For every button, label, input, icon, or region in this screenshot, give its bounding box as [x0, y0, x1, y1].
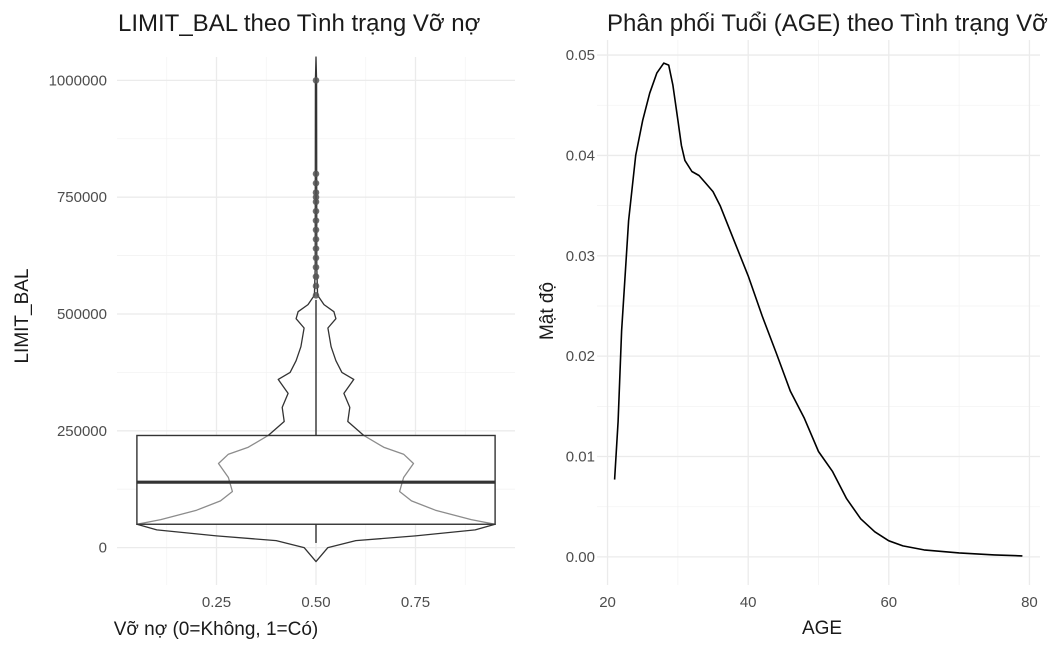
outlier-point — [312, 189, 320, 196]
density-line-marks — [613, 62, 1023, 557]
outlier-point — [312, 193, 320, 201]
violin-box-marks — [136, 56, 496, 563]
y-tick-label: 750000 — [57, 189, 107, 206]
y-tick-labels-left: 0 250000 500000 750000 1000000 — [49, 72, 107, 556]
outlier-point — [312, 170, 320, 178]
outlier-point — [312, 179, 320, 187]
outlier-point — [312, 207, 320, 215]
y-axis-title-right: Mật độ — [537, 282, 558, 340]
panel-age-density: Phân phối Tuổi (AGE) theo Tình trạng Vỡ … — [537, 10, 1050, 639]
x-tick-label: 0.75 — [401, 594, 430, 611]
outlier-point — [312, 245, 320, 252]
outlier-point — [312, 77, 320, 84]
outlier-point — [312, 198, 320, 206]
density-line — [613, 62, 1023, 557]
outlier-point — [312, 273, 320, 280]
y-tick-label: 0.01 — [566, 449, 595, 466]
box-outline — [136, 434, 496, 525]
gridlines-right — [597, 40, 1040, 585]
panel-limit-bal: LIMIT_BAL theo Tình trạng Vỡ nợ 0 250000 5… — [12, 10, 515, 640]
chart-title-right: Phân phối Tuổi (AGE) theo Tình trạng Vỡ … — [607, 10, 1050, 37]
outlier-point — [312, 263, 320, 271]
x-axis-title-right: AGE — [802, 618, 842, 639]
x-tick-label: 80 — [1021, 594, 1038, 611]
y-tick-label: 0.00 — [566, 549, 595, 566]
x-tick-label: 0.50 — [301, 594, 330, 611]
y-tick-label: 0.04 — [566, 147, 595, 164]
outlier-point — [312, 217, 320, 224]
outlier-point — [312, 282, 320, 290]
y-tick-label: 250000 — [57, 423, 107, 440]
y-tick-label: 0.03 — [566, 248, 595, 265]
y-tick-label: 0 — [99, 540, 107, 557]
box-fill — [136, 435, 496, 525]
x-tick-label: 20 — [599, 594, 616, 611]
y-axis-title-left: LIMIT_BAL — [12, 268, 33, 363]
outlier-point — [312, 254, 320, 262]
y-tick-label: 500000 — [57, 306, 107, 323]
chart-title-left: LIMIT_BAL theo Tình trạng Vỡ nợ — [118, 10, 481, 37]
y-tick-label: 1000000 — [49, 72, 107, 89]
x-tick-label: 40 — [740, 594, 757, 611]
x-tick-labels-left: 0.25 0.50 0.75 — [202, 594, 430, 611]
x-tick-label: 60 — [880, 594, 897, 611]
x-axis-title-left: Vỡ nợ (0=Không, 1=Có) — [114, 619, 318, 640]
outlier-point — [312, 226, 320, 234]
outlier-point — [312, 292, 320, 299]
y-tick-label: 0.05 — [566, 47, 595, 64]
outlier-point — [312, 235, 320, 243]
y-tick-label: 0.02 — [566, 348, 595, 365]
x-tick-labels-right: 20 40 60 80 — [599, 594, 1038, 611]
y-tick-labels-right: 0.00 0.01 0.02 0.03 0.04 0.05 — [566, 47, 595, 566]
x-tick-label: 0.25 — [202, 594, 231, 611]
